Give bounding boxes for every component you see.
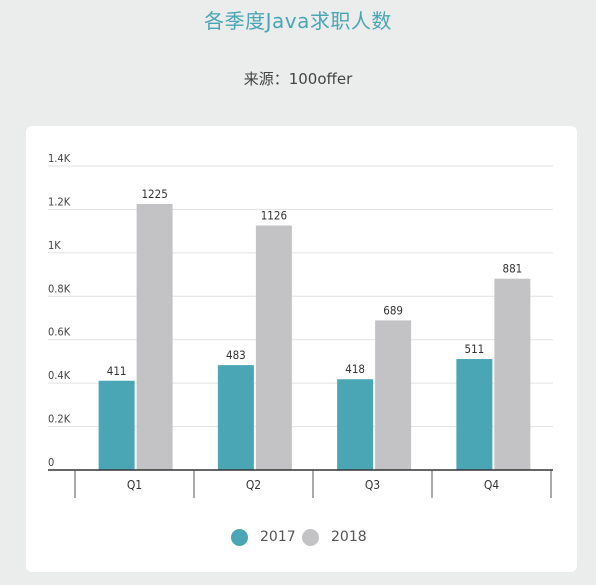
- bar-value-label: 418: [345, 362, 365, 376]
- bar-value-label: 411: [107, 364, 127, 378]
- bar-2017-q4: [456, 359, 493, 470]
- y-tick-label: 0.4K: [48, 369, 71, 382]
- bar-2017-q3: [337, 379, 374, 470]
- chart-card: 0 0.2K 0.4K 0.6K 0.8K 1K 1.2K 1.4K 411 1225 483 112…: [26, 126, 577, 572]
- y-tick-label: 0.6K: [48, 326, 71, 339]
- chart-title: 各季度Java求职人数: [204, 9, 392, 33]
- legend-item-2018[interactable]: 2018: [302, 526, 367, 548]
- y-tick-label: 0.8K: [48, 282, 71, 295]
- bar-2018-q2: [255, 225, 292, 470]
- x-tick-label: Q2: [246, 478, 261, 492]
- legend-item-2017[interactable]: 2017: [231, 526, 296, 548]
- y-tick-label: 0: [48, 456, 54, 469]
- bar-2018-q4: [494, 278, 531, 470]
- x-tick-label: Q3: [365, 478, 380, 492]
- bar-2017-q1: [98, 380, 135, 470]
- bar-value-label: 483: [226, 348, 246, 362]
- bar-value-label: 1225: [141, 187, 167, 201]
- y-tick-label: 0.2K: [48, 413, 71, 426]
- y-tick-label: 1.4K: [48, 152, 71, 165]
- legend: 2017 2018: [0, 526, 596, 548]
- bar-value-label: 881: [503, 262, 523, 276]
- bar-2018-q1: [136, 204, 173, 470]
- x-tick-label: Q4: [484, 478, 499, 492]
- legend-swatch-2018: [302, 528, 319, 546]
- legend-swatch-2017: [231, 528, 248, 546]
- bar-2017-q2: [217, 365, 254, 470]
- bar-2018-q3: [375, 320, 412, 470]
- bar-chart: 0 0.2K 0.4K 0.6K 0.8K 1K 1.2K 1.4K 411 1225 483 112…: [48, 152, 553, 498]
- legend-label-2018: 2018: [331, 529, 367, 545]
- legend-label-2017: 2017: [260, 529, 296, 545]
- bar-value-label: 511: [465, 342, 485, 356]
- bar-value-label: 1126: [261, 208, 287, 222]
- y-tick-label: 1.2K: [48, 195, 71, 208]
- y-tick-label: 1K: [48, 239, 61, 252]
- chart-source: 来源：100offer: [243, 70, 353, 88]
- bar-value-label: 689: [383, 303, 403, 317]
- x-tick-label: Q1: [127, 478, 142, 492]
